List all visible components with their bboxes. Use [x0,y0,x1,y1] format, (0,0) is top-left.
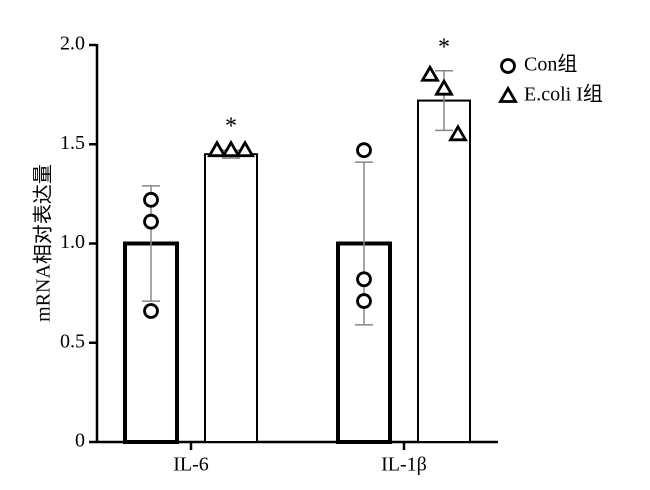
y-axis-label: mRNA相对表达量 [32,164,55,322]
y-tick-label: 0.5 [60,330,85,352]
data-point [235,139,255,158]
data-point [356,142,372,159]
data-point [221,139,241,158]
data-point [448,124,468,142]
y-tick-label: 2.0 [60,33,85,55]
x-tick-label: IL-6 [173,454,209,476]
y-tick-label: 0 [75,430,85,452]
data-point [420,64,440,82]
x-tick-label: IL-1β [381,454,427,476]
y-tick-label: 1.0 [60,231,85,253]
bar [204,153,258,444]
significance-mark: * [438,34,450,60]
legend-label: E.coli I组 [524,83,603,106]
data-point [500,58,516,74]
data-point [207,139,227,158]
data-point [356,293,372,309]
data-point [498,85,518,103]
legend-label: Con组 [524,53,577,76]
bar [417,99,471,444]
significance-mark: * [225,114,237,140]
data-point [434,78,454,96]
data-point [356,271,372,288]
data-point [143,213,159,230]
data-point [143,303,159,319]
y-tick-label: 1.5 [60,132,85,154]
data-point [143,191,159,208]
